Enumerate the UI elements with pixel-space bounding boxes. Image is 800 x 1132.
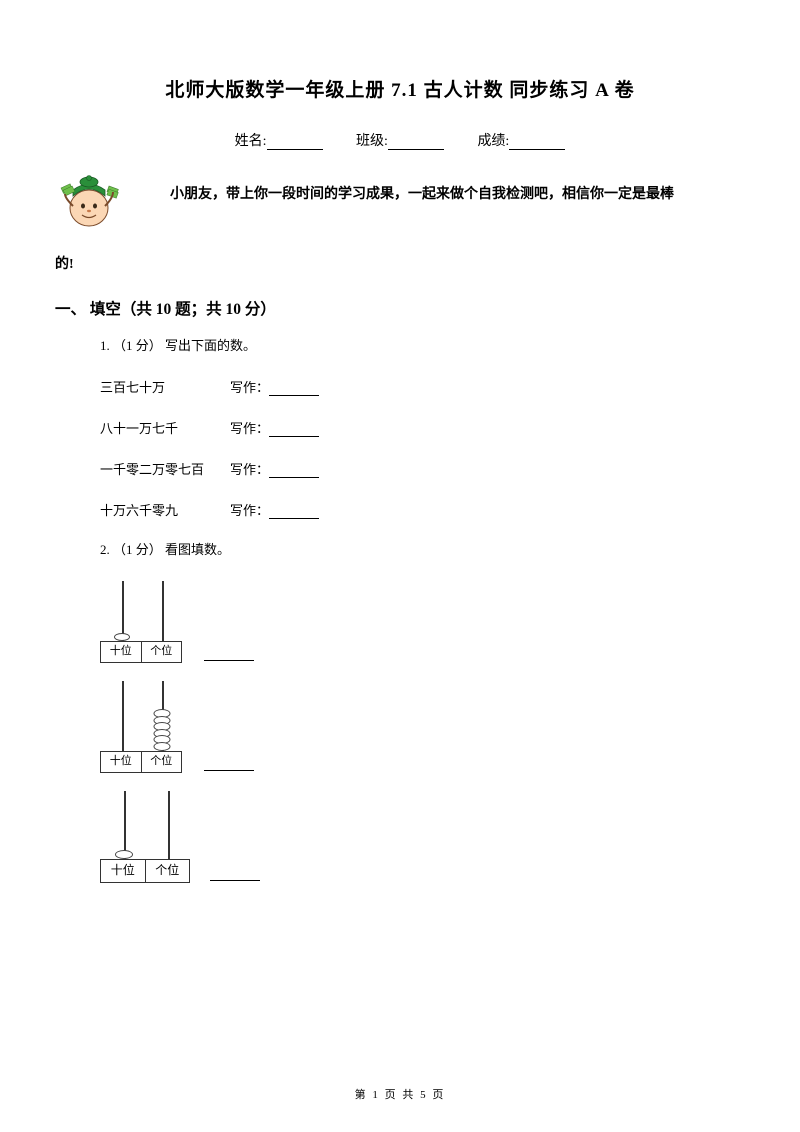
abacus-0-tens-label: 十位 — [101, 642, 142, 662]
q2-blank-1[interactable] — [204, 759, 254, 771]
q2-prompt: 2. （1 分） 看图填数。 — [100, 541, 730, 559]
class-blank[interactable] — [388, 136, 444, 150]
q1-row-2-blank[interactable] — [269, 466, 319, 478]
q1-row-1: 八十一万七千 写作： — [100, 418, 730, 437]
mascot-row: 小朋友，带上你一段时间的学习成果，一起来做个自我检测吧，相信你一定是最棒 — [70, 178, 730, 238]
q1-row-2: 一千零二万零七百 写作： — [100, 459, 730, 478]
class-label: 班级: — [356, 134, 388, 149]
encourage-text-1: 小朋友，带上你一段时间的学习成果，一起来做个自我检测吧，相信你一定是最棒 — [70, 178, 730, 212]
abacus-0-ones-label: 个位 — [142, 642, 182, 662]
abacus-1: 十位 个位 — [100, 681, 186, 773]
abacus-2-ones-label: 个位 — [146, 860, 190, 882]
page-footer: 第 1 页 共 5 页 — [0, 1086, 800, 1102]
q1-row-0-blank[interactable] — [269, 384, 319, 396]
q1-row-3-blank[interactable] — [269, 507, 319, 519]
name-blank[interactable] — [267, 136, 323, 150]
q1-row-2-text: 一千零二万零七百 — [100, 459, 230, 478]
abacus-0: 十位 个位 — [100, 581, 186, 663]
q1-row-3: 十万六千零九 写作： — [100, 500, 730, 519]
q1-row-1-label: 写作： — [230, 421, 269, 436]
q1-row-2-label: 写作： — [230, 462, 269, 477]
score-blank[interactable] — [509, 136, 565, 150]
abacus-2-tens-label: 十位 — [101, 860, 146, 882]
page-title: 北师大版数学一年级上册 7.1 古人计数 同步练习 A 卷 — [70, 75, 730, 102]
q1-row-1-text: 八十一万七千 — [100, 418, 230, 437]
q2-abacus-row-2: 十位 个位 — [100, 791, 730, 883]
name-label: 姓名: — [235, 134, 267, 149]
abacus-2: 十位 个位 — [100, 791, 192, 883]
encourage-text-2: 的! — [55, 248, 730, 282]
q1-row-0: 三百七十万 写作： — [100, 377, 730, 396]
q1-row-1-blank[interactable] — [269, 425, 319, 437]
q2-abacus-row-1: 十位 个位 — [100, 681, 730, 773]
q2-blank-0[interactable] — [204, 649, 254, 661]
abacus-1-tens-label: 十位 — [101, 752, 142, 772]
q2-abacus-row-0: 十位 个位 — [100, 581, 730, 663]
section-1-header: 一、 填空（共 10 题；共 10 分） — [55, 297, 730, 319]
score-label: 成绩: — [477, 134, 509, 149]
q1-row-3-text: 十万六千零九 — [100, 500, 230, 519]
q1-row-3-label: 写作： — [230, 503, 269, 518]
student-info-line: 姓名: 班级: 成绩: — [70, 130, 730, 150]
q2-blank-2[interactable] — [210, 869, 260, 881]
q1-row-0-text: 三百七十万 — [100, 377, 230, 396]
q1-prompt: 1. （1 分） 写出下面的数。 — [100, 337, 730, 355]
q1-row-0-label: 写作： — [230, 380, 269, 395]
mascot-icon — [55, 168, 127, 233]
abacus-1-ones-label: 个位 — [142, 752, 182, 772]
